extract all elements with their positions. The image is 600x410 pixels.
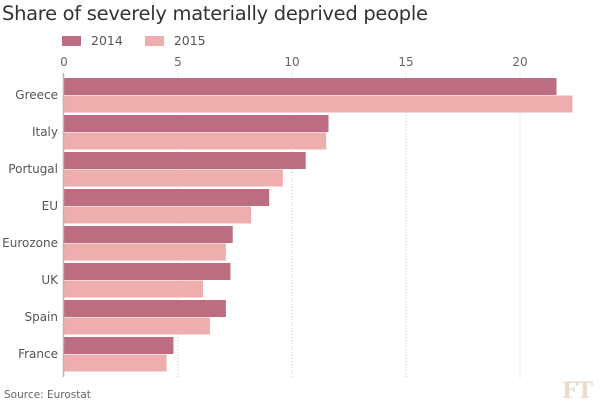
bar-2014-uk <box>64 263 231 280</box>
category-label: UK <box>41 273 59 287</box>
bar-2015-eu <box>64 206 251 224</box>
legend-swatch-2014 <box>62 35 81 46</box>
category-label: EU <box>42 199 58 213</box>
bar-2015-uk <box>64 280 204 298</box>
legend-label-2014: 2014 <box>91 33 123 48</box>
chart-title: Share of severely materially deprived pe… <box>2 2 428 25</box>
category-label: Portugal <box>8 162 58 176</box>
bar-2014-portugal <box>64 152 306 169</box>
bar-2015-eurozone <box>64 243 226 261</box>
bar-2014-france <box>64 337 174 354</box>
category-label: France <box>18 347 58 361</box>
x-tick-label: 20 <box>512 55 527 69</box>
bar-2015-greece <box>64 95 573 113</box>
bar-2014-spain <box>64 300 226 317</box>
bar-2015-france <box>64 354 167 372</box>
category-label: Greece <box>15 88 58 102</box>
bar-2015-italy <box>64 132 327 150</box>
legend-item-2015: 2015 <box>144 33 206 48</box>
bar-2014-eurozone <box>64 226 233 243</box>
bar-2014-italy <box>64 115 329 132</box>
category-label: Italy <box>32 125 58 139</box>
category-label: Spain <box>24 310 58 324</box>
bar-2014-greece <box>64 78 557 95</box>
source-note: Source: Eurostat <box>4 389 91 401</box>
legend-swatch-2015 <box>144 35 164 46</box>
ft-logo: FT <box>562 378 593 404</box>
x-tick-label: 10 <box>284 55 299 69</box>
bar-2014-eu <box>64 189 270 206</box>
bar-2015-spain <box>64 317 210 335</box>
x-tick-label: 0 <box>60 55 68 69</box>
legend-label-2015: 2015 <box>173 33 206 48</box>
legend: 2014 2015 <box>62 33 228 48</box>
legend-item-2014: 2014 <box>62 33 123 48</box>
bar-2015-portugal <box>64 169 283 187</box>
x-tick-label: 5 <box>174 55 182 69</box>
category-label: Eurozone <box>2 236 58 250</box>
x-tick-label: 15 <box>398 55 413 69</box>
